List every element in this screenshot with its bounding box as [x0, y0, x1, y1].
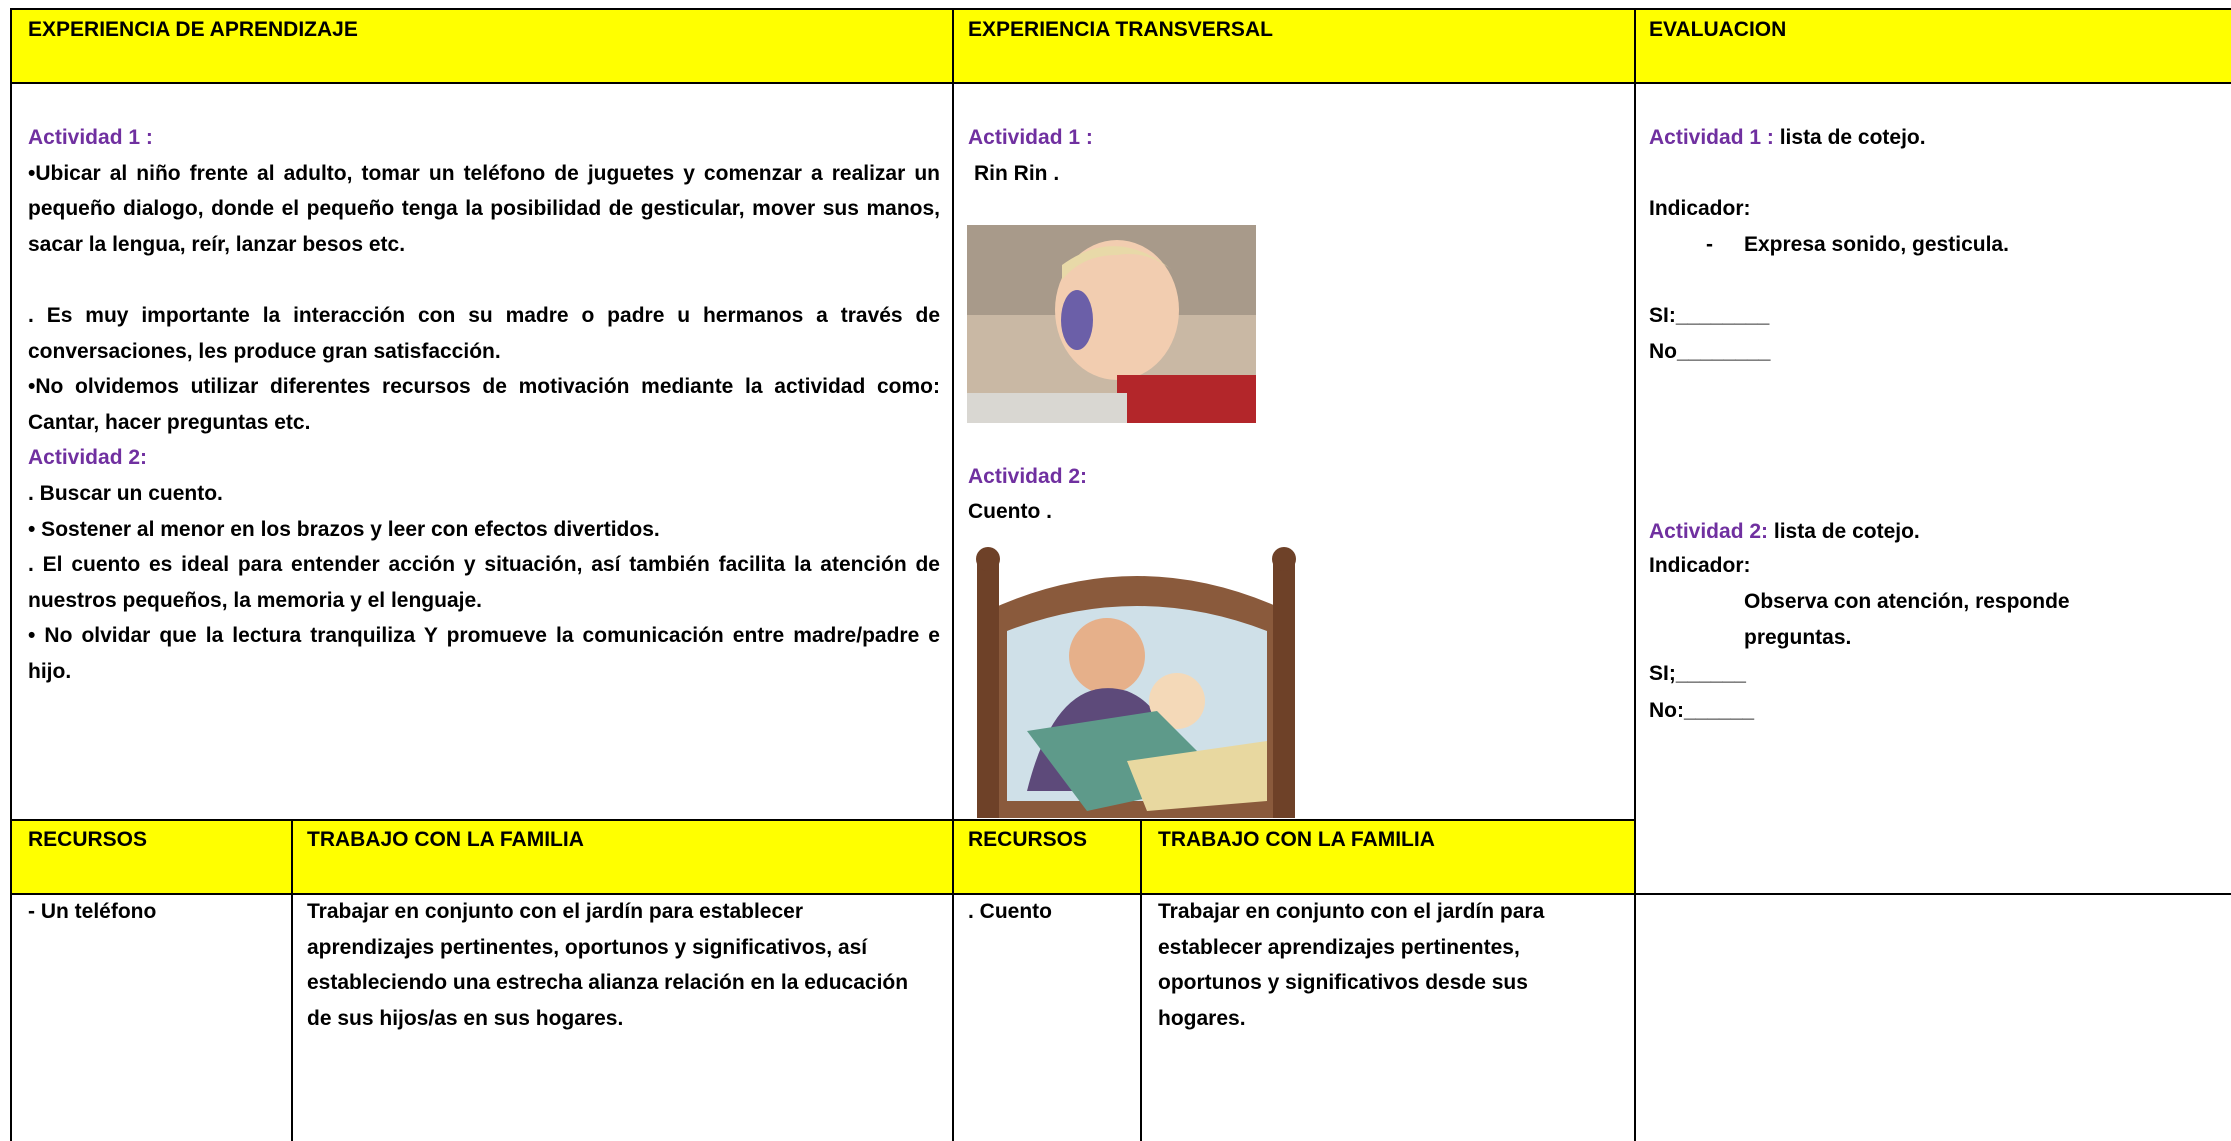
check-si: SI;______ — [1649, 662, 1746, 685]
subheader-cell: TRABAJO CON LA FAMILIA — [1158, 828, 1435, 851]
resource-text: . Cuento — [968, 900, 1052, 923]
indicator-label: Indicador: — [1649, 197, 1751, 220]
border — [11, 82, 2231, 84]
indicator-label: Indicador: — [1649, 554, 1751, 577]
border — [1140, 819, 1142, 1141]
activity-label: Actividad 2: — [28, 446, 148, 470]
activity-label: Actividad 1 : — [28, 126, 153, 149]
activity-text: lista de cotejo. — [1773, 520, 1920, 543]
paragraph: . Es muy importante la interacción con s… — [28, 304, 940, 363]
border — [291, 819, 293, 1141]
border — [11, 819, 1635, 821]
border — [11, 893, 2231, 895]
learning-block: . Es muy importante la interacción con s… — [28, 298, 940, 690]
paragraph: •Ubicar al niño frente al adulto, tomar … — [28, 161, 940, 256]
indicator-text: Observa con atención, responde preguntas… — [1744, 590, 2070, 649]
activity-label: Actividad 2: — [968, 465, 1088, 488]
family-text: Trabajar en conjunto con el jardín para … — [307, 900, 909, 1030]
activity-label: Actividad 2: — [1649, 520, 1769, 543]
subheader-row — [11, 820, 1635, 894]
photo-child-phone — [967, 225, 1256, 423]
header-cell: EXPERIENCIA TRANSVERSAL — [968, 18, 1273, 41]
activity-text: lista de cotejo. — [1779, 126, 1926, 149]
check-no: No________ — [1649, 340, 1771, 363]
header-cell: EVALUACION — [1649, 18, 1787, 41]
illustration-story — [976, 547, 1296, 818]
paragraph: . Buscar un cuento. — [28, 481, 223, 505]
paragraph: . El cuento es ideal para entender acció… — [28, 553, 940, 612]
subheader-cell: RECURSOS — [28, 828, 148, 851]
subheader-cell: TRABAJO CON LA FAMILIA — [307, 828, 584, 851]
activity-text: Rin Rin . — [974, 162, 1060, 185]
activity-label: Actividad 1 : — [1649, 126, 1774, 149]
check-si: SI:________ — [1649, 304, 1770, 327]
eval-line: Actividad 1 : lista de cotejo. — [1649, 120, 1926, 156]
paragraph: • Sostener al menor en los brazos y leer… — [28, 517, 660, 541]
subheader-cell: RECURSOS — [968, 828, 1088, 851]
eval-line: Actividad 2: lista de cotejo. — [1649, 514, 1920, 550]
border — [1634, 8, 1636, 1141]
border — [952, 8, 954, 1141]
header-cell: EXPERIENCIA DE APRENDIZAJE — [28, 18, 358, 41]
activity-label: Actividad 1 : — [968, 126, 1093, 149]
indicator-text: Expresa sonido, gesticula. — [1744, 233, 2009, 256]
paragraph: •No olvidemos utilizar diferentes recurs… — [28, 375, 940, 434]
family-text: Trabajar en conjunto con el jardín para … — [1158, 900, 1545, 1030]
border — [10, 8, 12, 1141]
paragraph: • No olvidar que la lectura tranquiliza … — [28, 624, 940, 683]
activity-text: Cuento . — [968, 500, 1052, 523]
bullet: - — [1706, 233, 1713, 256]
resource-text: - Un teléfono — [28, 900, 157, 923]
border — [11, 8, 2231, 10]
learning-block: Actividad 1 : •Ubicar al niño frente al … — [28, 120, 940, 262]
header-row — [11, 9, 2231, 83]
check-no: No:______ — [1649, 699, 1755, 722]
